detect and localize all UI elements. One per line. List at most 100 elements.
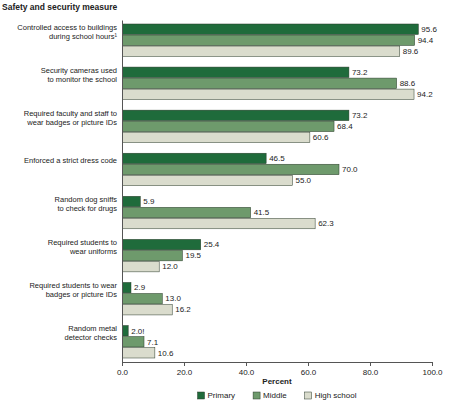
- y-tick-label: Required students to wearbadges or pictu…: [29, 281, 117, 299]
- y-tick-label-line: Required students to: [48, 238, 117, 247]
- bar: [122, 348, 155, 358]
- bar: [122, 293, 162, 303]
- y-tick: Enforced a strict dress code: [24, 156, 122, 169]
- data-label: 88.6: [400, 79, 416, 88]
- x-tick-mark: [370, 362, 371, 366]
- y-tick-label-line: during school hours¹: [49, 32, 117, 41]
- y-tick-label: Random metaldetector checks: [64, 324, 117, 342]
- data-label: 73.2: [352, 111, 368, 120]
- bar: [122, 261, 159, 271]
- data-label: 10.6: [158, 349, 174, 358]
- y-tick-label-line: Enforced a strict dress code: [24, 156, 117, 165]
- x-axis-title: Percent: [262, 377, 292, 386]
- x-tick-mark: [122, 362, 123, 366]
- data-label: 60.6: [313, 133, 329, 142]
- data-label: 16.2: [175, 305, 191, 314]
- data-label: 95.6: [421, 25, 437, 34]
- legend-swatch: [253, 392, 260, 399]
- data-label: 2.9: [134, 283, 146, 292]
- y-tick-label-line: Required faculty and staff to: [24, 109, 117, 118]
- y-tick: Required students towear uniforms: [48, 238, 122, 256]
- y-tick-label-line: detector checks: [64, 333, 117, 342]
- bar: [122, 239, 201, 249]
- data-label: 12.0: [162, 262, 178, 271]
- legend-label: High school: [315, 391, 357, 400]
- bar: [122, 164, 339, 174]
- data-label: 62.3: [318, 219, 334, 228]
- chart-svg: Safety and security measure 95.6 73.2 73.2 4…: [0, 0, 467, 404]
- data-label: 94.4: [418, 36, 434, 45]
- x-tick: 100.0: [422, 362, 443, 377]
- x-axis-line: [123, 362, 433, 363]
- y-tick: Required faculty and staff towear badges…: [24, 109, 122, 127]
- data-label: 5.9: [143, 197, 155, 206]
- bar: [122, 46, 400, 56]
- chart-title: Safety and security measure: [2, 2, 118, 12]
- x-tick-mark: [432, 362, 433, 366]
- bar: [122, 35, 415, 45]
- bar: [122, 196, 140, 206]
- y-tick-label-line: to monitor the school: [47, 75, 117, 84]
- data-label: 25.4: [204, 240, 220, 249]
- legend-swatch: [198, 392, 205, 399]
- data-label: 2.0!: [131, 327, 144, 336]
- x-axis: 0.0 20.0 40.0 60.0 80.0 100.0: [117, 362, 443, 377]
- x-tick: 40.0: [239, 362, 255, 377]
- x-tick: 80.0: [363, 362, 379, 377]
- bar: [122, 207, 251, 217]
- bar: [122, 67, 349, 77]
- legend-label: Primary: [208, 391, 236, 400]
- y-tick-label: Required students towear uniforms: [48, 238, 117, 256]
- y-tick: Random dog sniffsto check for drugs: [55, 195, 122, 213]
- x-tick-label: 0.0: [117, 368, 129, 377]
- bar: [122, 175, 293, 185]
- x-tick-label: 80.0: [363, 368, 379, 377]
- bars: [122, 24, 418, 358]
- x-tick-label: 100.0: [422, 368, 443, 377]
- x-tick-mark: [308, 362, 309, 366]
- legend-label: Middle: [263, 391, 287, 400]
- bar: [122, 153, 266, 163]
- legend-item: High school: [305, 391, 357, 400]
- y-tick-label: Random dog sniffsto check for drugs: [55, 195, 118, 213]
- y-tick-label-line: wear badges or picture IDs: [26, 118, 117, 127]
- data-label: 68.4: [337, 122, 353, 131]
- y-tick-label-line: Random dog sniffs: [55, 195, 118, 204]
- data-label: 89.6: [403, 47, 419, 56]
- bar: [122, 24, 418, 34]
- y-axis-line: [122, 21, 123, 363]
- bar: [122, 121, 334, 131]
- data-label: 7.1: [147, 338, 159, 347]
- y-tick: Random metaldetector checks: [64, 324, 122, 342]
- x-tick: 60.0: [301, 362, 317, 377]
- bar: [122, 110, 349, 120]
- y-tick: Security cameras usedto monitor the scho…: [41, 66, 122, 84]
- x-tick-label: 60.0: [301, 368, 317, 377]
- y-tick-label-line: Random metal: [68, 324, 117, 333]
- bar: [122, 250, 182, 260]
- y-tick: Controlled access to buildingsduring sch…: [17, 23, 122, 41]
- y-tick-label: Enforced a strict dress code: [24, 156, 117, 165]
- data-label: 73.2: [352, 68, 368, 77]
- legend: Primary Middle High school: [198, 391, 357, 400]
- x-tick-mark: [184, 362, 185, 366]
- x-tick-label: 20.0: [177, 368, 193, 377]
- y-tick-label: Controlled access to buildingsduring sch…: [17, 23, 117, 41]
- y-tick-label-line: Security cameras used: [41, 66, 117, 75]
- chart-container: Safety and security measure 95.6 73.2 73.2 4…: [0, 0, 467, 404]
- y-tick-label-line: Controlled access to buildings: [17, 23, 117, 32]
- x-tick-label: 40.0: [239, 368, 255, 377]
- bar: [122, 218, 315, 228]
- bar: [122, 304, 172, 314]
- legend-item: Primary: [198, 391, 236, 400]
- bar: [122, 89, 414, 99]
- x-tick-mark: [246, 362, 247, 366]
- y-tick-label: Security cameras usedto monitor the scho…: [41, 66, 118, 84]
- data-label: 94.2: [417, 90, 433, 99]
- data-label: 41.5: [254, 208, 270, 217]
- y-axis: Controlled access to buildingsduring sch…: [17, 21, 122, 363]
- y-tick: Required students to wearbadges or pictu…: [29, 281, 122, 299]
- bar: [122, 337, 144, 347]
- data-label: 46.5: [269, 154, 285, 163]
- legend-item: Middle: [253, 391, 287, 400]
